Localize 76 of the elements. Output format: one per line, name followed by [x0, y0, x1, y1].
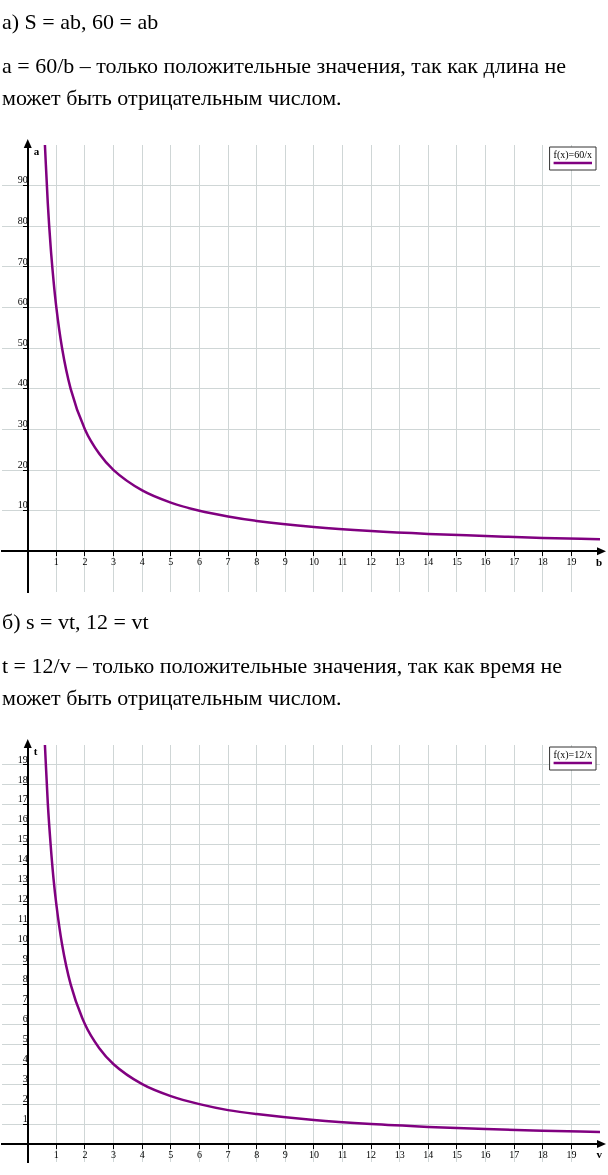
x-tick-label: 5 — [168, 1148, 174, 1160]
x-tick-label: 2 — [82, 1148, 88, 1160]
y-tick-label: 4 — [22, 1052, 28, 1064]
y-tick-label: 19 — [17, 753, 28, 765]
x-tick-label: 13 — [394, 1148, 405, 1160]
y-tick-label: 40 — [17, 377, 28, 389]
y-tick-label: 70 — [17, 255, 28, 267]
x-tick-label: 15 — [451, 1148, 462, 1160]
chart-subtitle: a = 60/b – только положительные значения, так как длина не может быть отрицательным числом. — [2, 52, 567, 112]
y-tick-label: 16 — [17, 813, 28, 825]
y-tick-label: 60 — [17, 296, 28, 308]
y-tick-label: 2 — [22, 1092, 28, 1104]
y-tick-label: 20 — [17, 458, 28, 470]
x-tick-label: 9 — [282, 555, 288, 567]
x-tick-label: 5 — [168, 555, 174, 567]
x-tick-label: 4 — [139, 555, 145, 567]
chart-title: б) s = vt, 12 = vt — [2, 608, 150, 636]
x-tick-label: 8 — [254, 555, 260, 567]
x-axis-title: b — [595, 555, 602, 568]
x-tick-label: 12 — [366, 555, 377, 567]
y-tick-label: 80 — [17, 214, 28, 226]
x-tick-label: 6 — [196, 1148, 202, 1160]
y-axis-title: a — [33, 145, 40, 158]
x-axis-title: v — [596, 1148, 603, 1161]
x-tick-label: 7 — [225, 555, 231, 567]
y-axis-title: t — [33, 745, 38, 758]
chart-title: а) S = ab, 60 = ab — [2, 8, 160, 36]
y-tick-label: 14 — [17, 853, 28, 865]
y-tick-label: 11 — [18, 913, 28, 925]
y-tick-label: 13 — [17, 873, 28, 885]
y-tick-label: 1 — [22, 1112, 28, 1124]
y-tick-label: 8 — [22, 973, 28, 985]
x-tick-label: 6 — [196, 555, 202, 567]
y-tick-label: 10 — [17, 499, 28, 511]
x-tick-label: 14 — [423, 555, 434, 567]
x-tick-label: 17 — [509, 555, 520, 567]
x-tick-label: 11 — [337, 1148, 348, 1160]
y-tick-label: 18 — [17, 773, 28, 785]
text: f(x)=12/x — [553, 748, 593, 761]
chart-subtitle: t = 12/v – только положительные значения, так как время не может быть отрицательным числом. — [2, 652, 564, 712]
x-tick-label: 3 — [111, 1148, 117, 1160]
x-tick-label: 10 — [308, 555, 319, 567]
y-tick-label: 10 — [17, 933, 28, 945]
y-tick-label: 17 — [17, 793, 28, 805]
x-tick-label: 12 — [366, 1148, 377, 1160]
x-tick-label: 3 — [111, 555, 117, 567]
x-tick-label: 2 — [82, 555, 88, 567]
x-tick-label: 10 — [308, 1148, 319, 1160]
y-tick-label: 7 — [22, 993, 28, 1004]
y-tick-label: 5 — [22, 1032, 28, 1044]
x-tick-label: 7 — [225, 1148, 231, 1160]
x-tick-label: 18 — [537, 1148, 548, 1160]
x-tick-label: 16 — [480, 555, 491, 567]
x-tick-label: 19 — [566, 555, 577, 567]
x-tick-label: 8 — [254, 1148, 260, 1160]
x-tick-label: 15 — [451, 555, 462, 567]
y-tick-label: 6 — [22, 1012, 28, 1024]
x-tick-label: 13 — [394, 555, 405, 567]
x-tick-label: 9 — [282, 1148, 288, 1160]
y-tick-label: 90 — [17, 174, 28, 186]
y-tick-label: 3 — [22, 1072, 28, 1084]
y-tick-label: 50 — [17, 336, 28, 348]
y-tick-label: 9 — [22, 953, 28, 965]
x-tick-label: 16 — [480, 1148, 491, 1160]
y-tick-label: 15 — [17, 833, 28, 845]
x-tick-label: 18 — [537, 555, 548, 567]
x-tick-label: 11 — [337, 555, 348, 567]
x-tick-label: 1 — [53, 1148, 59, 1160]
text: f(x)=60/x — [553, 148, 593, 161]
x-tick-label: 19 — [566, 1148, 577, 1160]
x-tick-label: 1 — [53, 555, 59, 567]
x-tick-label: 4 — [139, 1148, 145, 1160]
x-tick-label: 17 — [509, 1148, 520, 1160]
x-tick-label: 14 — [423, 1148, 434, 1160]
y-tick-label: 12 — [17, 893, 28, 905]
y-tick-label: 30 — [17, 418, 28, 430]
